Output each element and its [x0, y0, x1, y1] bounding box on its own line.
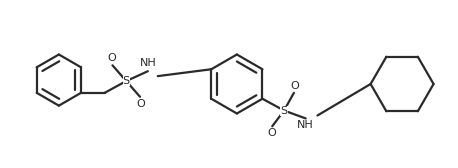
Text: NH: NH — [297, 120, 314, 130]
Text: NH: NH — [140, 58, 156, 68]
Text: O: O — [107, 53, 116, 64]
Text: O: O — [136, 99, 145, 109]
Text: O: O — [290, 81, 299, 91]
Text: S: S — [123, 76, 130, 86]
Text: S: S — [280, 106, 288, 116]
Text: O: O — [267, 128, 276, 138]
